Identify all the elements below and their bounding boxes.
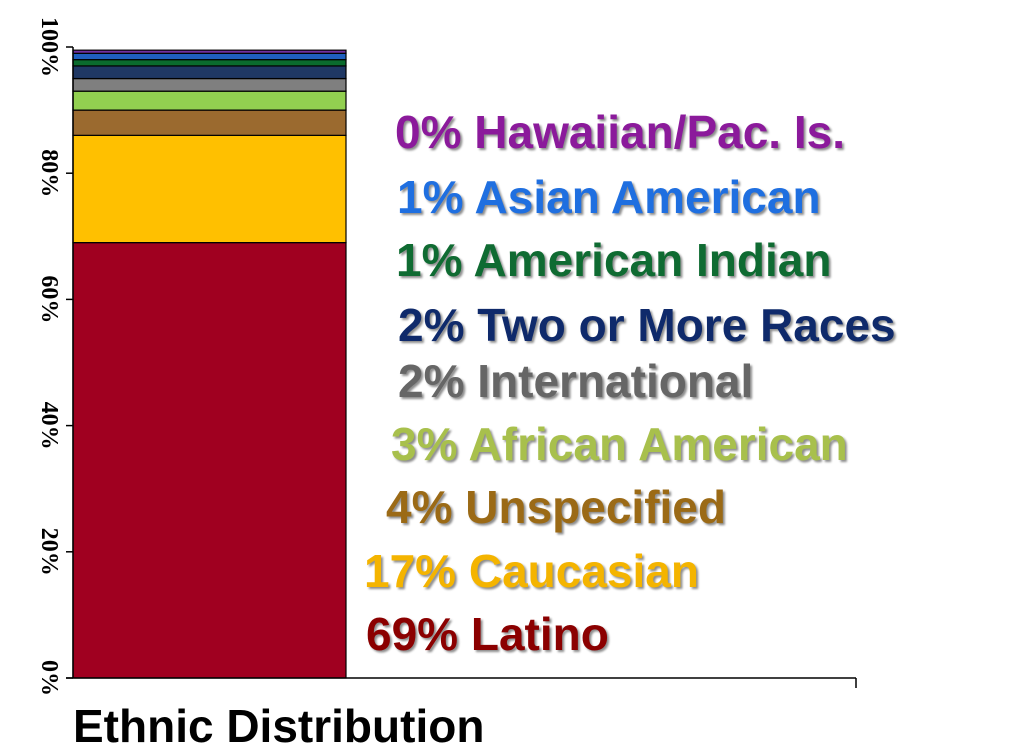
legend: 69% Latino 17% Caucasian 4% Unspecified 3% … — [364, 106, 896, 660]
legend-label-international: 2% International — [398, 355, 753, 407]
y-tick-label: 100% — [36, 17, 62, 77]
legend-label-caucasian: 17% Caucasian — [364, 545, 699, 597]
bar-segment-international — [72, 77, 347, 92]
legend-label-african-american: 3% African American — [391, 418, 848, 470]
x-axis-label: Ethnic Distribution — [73, 700, 484, 748]
bar-segment-asian-american — [72, 52, 347, 61]
bar-segment-american-indian — [72, 59, 347, 67]
y-axis-ticks: 0% 20% 40% 60% 80% 100% — [36, 17, 73, 696]
y-tick-label: 0% — [36, 660, 62, 696]
bar-segment-two-or-more-races — [72, 65, 347, 80]
y-tick-label: 80% — [36, 149, 62, 197]
legend-label-unspecified: 4% Unspecified — [386, 481, 726, 533]
stacked-bar — [72, 49, 347, 679]
y-tick-label: 60% — [36, 275, 62, 323]
legend-label-asian-american: 1% Asian American — [397, 171, 821, 223]
bar-segment-unspecified — [72, 109, 347, 136]
y-tick-label: 40% — [36, 402, 62, 450]
legend-label-hawaiian-pac-is: 0% Hawaiian/Pac. Is. — [395, 106, 845, 158]
legend-label-two-or-more-races: 2% Two or More Races — [398, 299, 896, 351]
legend-label-latino: 69% Latino — [366, 608, 609, 660]
y-tick-label: 20% — [36, 528, 62, 576]
bar-segment-african-american — [72, 90, 347, 111]
bar-segment-caucasian — [72, 134, 347, 244]
legend-label-american-indian: 1% American Indian — [396, 234, 831, 286]
bar-segment-latino — [72, 242, 347, 679]
bar-segment-hawaiian-pac-is — [72, 49, 347, 54]
